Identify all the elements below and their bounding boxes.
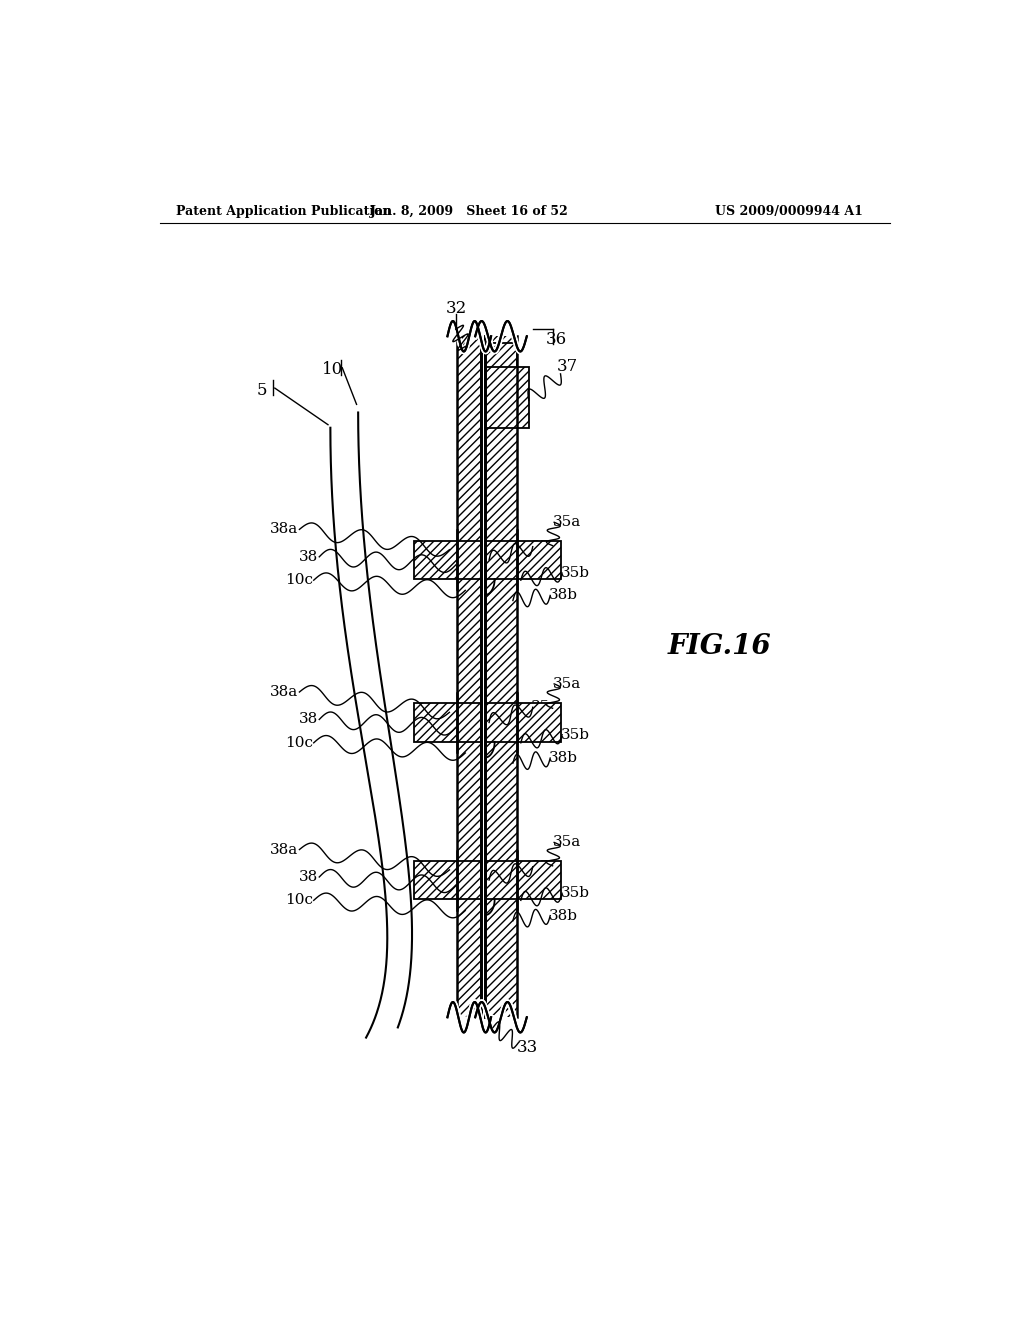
Bar (485, 861, 560, 899)
Text: Jan. 8, 2009   Sheet 16 of 52: Jan. 8, 2009 Sheet 16 of 52 (370, 205, 568, 218)
Text: 38: 38 (299, 713, 318, 726)
Text: 38: 38 (299, 550, 318, 564)
Bar (485, 541, 560, 579)
Text: Patent Application Publication: Patent Application Publication (176, 205, 391, 218)
Text: FIG.16: FIG.16 (668, 632, 771, 660)
Bar (485, 704, 560, 742)
Bar (481, 337, 485, 1018)
Text: 38a: 38a (270, 842, 299, 857)
Text: 38b: 38b (549, 908, 578, 923)
Text: 38b: 38b (549, 751, 578, 766)
Text: US 2009/0009944 A1: US 2009/0009944 A1 (715, 205, 863, 218)
Text: 35a: 35a (553, 836, 581, 850)
Text: 32: 32 (445, 301, 467, 317)
Bar (414, 861, 481, 899)
Text: 35: 35 (531, 700, 550, 714)
Bar (485, 337, 517, 1018)
Text: 36: 36 (546, 331, 567, 347)
Text: 10c: 10c (285, 735, 313, 750)
Text: 35: 35 (531, 540, 550, 553)
Text: 38a: 38a (270, 523, 299, 536)
Bar (458, 337, 481, 1018)
Text: 35b: 35b (560, 886, 590, 900)
Text: 35a: 35a (553, 515, 581, 529)
Text: 38b: 38b (549, 589, 578, 602)
Text: 10: 10 (323, 362, 344, 379)
Bar (485, 343, 517, 376)
Text: 38: 38 (299, 870, 318, 884)
Bar (414, 704, 481, 742)
Text: 5: 5 (256, 381, 267, 399)
Bar (485, 367, 528, 428)
Bar (414, 541, 481, 579)
Text: 35b: 35b (560, 566, 590, 579)
Text: 35a: 35a (553, 677, 581, 690)
Bar (481, 337, 485, 1018)
Text: 37: 37 (557, 358, 578, 375)
Text: 10c: 10c (285, 573, 313, 587)
Text: 35: 35 (531, 859, 550, 874)
Text: 38a: 38a (270, 685, 299, 700)
Text: 35b: 35b (560, 727, 590, 742)
Text: 10c: 10c (285, 894, 313, 907)
Text: 33: 33 (517, 1039, 539, 1056)
